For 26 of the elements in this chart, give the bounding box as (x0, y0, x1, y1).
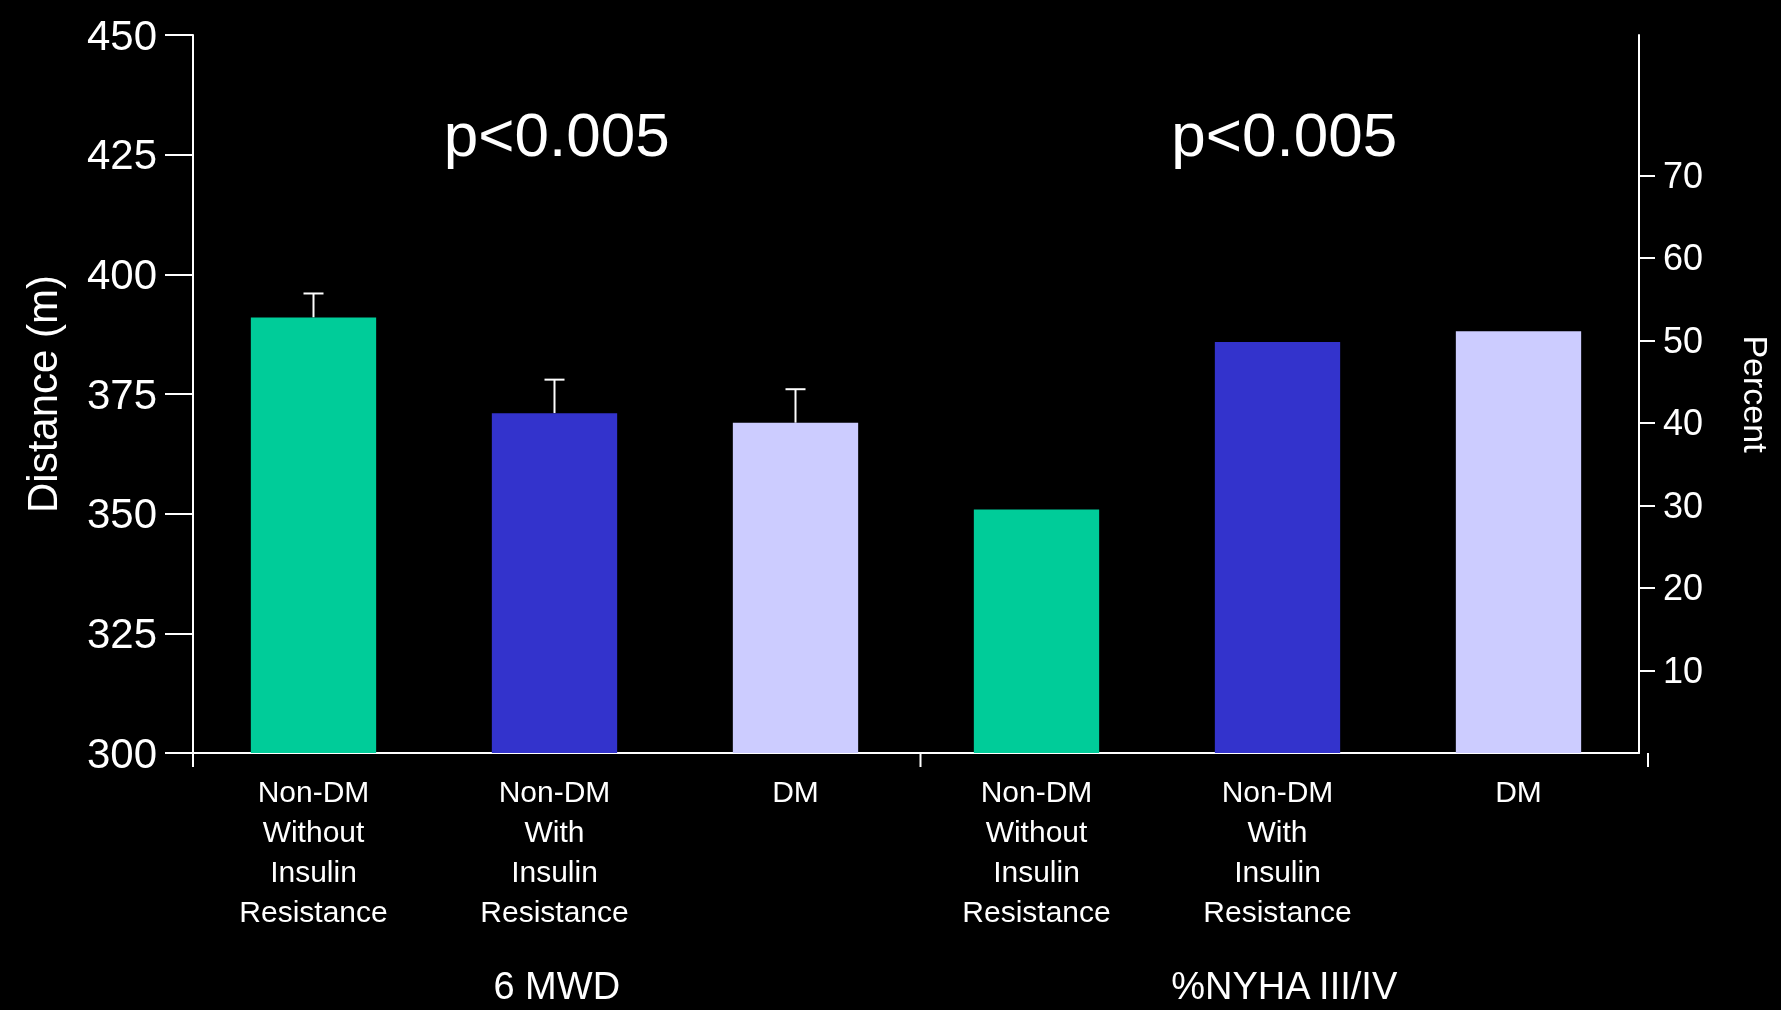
y-tick-label: 450 (86, 11, 157, 59)
x-tick-label: DM (1495, 774, 1542, 808)
text: %NYHA III/IV (1171, 965, 1398, 1007)
y2-tick-label: 10 (1663, 649, 1704, 691)
y2-tick-label: 70 (1663, 154, 1704, 196)
y2-axis-title: Percent (1737, 335, 1775, 454)
x-tick-label: Non-DM With Insulin Resistance (480, 774, 629, 928)
y2-tick-label: 60 (1663, 237, 1704, 279)
y-axis-title: Distance (m) (18, 274, 66, 514)
y2-tick-label: 30 (1663, 484, 1704, 526)
y-tick-label: 350 (86, 490, 157, 538)
y2-tick-label: 50 (1663, 319, 1704, 361)
annotation: p<0.005 (443, 99, 670, 169)
y-tick-label: 400 (86, 250, 157, 298)
x-tick-label: Non-DM Without Insulin Resistance (239, 774, 388, 928)
y-tick-label: 300 (86, 729, 157, 777)
text: 6 MWD (493, 965, 621, 1007)
x-tick-label: DM (772, 774, 819, 808)
y-tick-label: 325 (86, 609, 157, 657)
y-tick-label: 375 (86, 370, 157, 418)
x-tick-label: Non-DM With Insulin Resistance (1203, 774, 1352, 928)
y2-tick-label: 40 (1663, 402, 1704, 444)
y2-tick-label: 20 (1663, 567, 1704, 609)
x-tick-label: Non-DM Without Insulin Resistance (962, 774, 1111, 928)
annotation: p<0.005 (1171, 99, 1398, 169)
y-tick-label: 425 (86, 131, 157, 179)
